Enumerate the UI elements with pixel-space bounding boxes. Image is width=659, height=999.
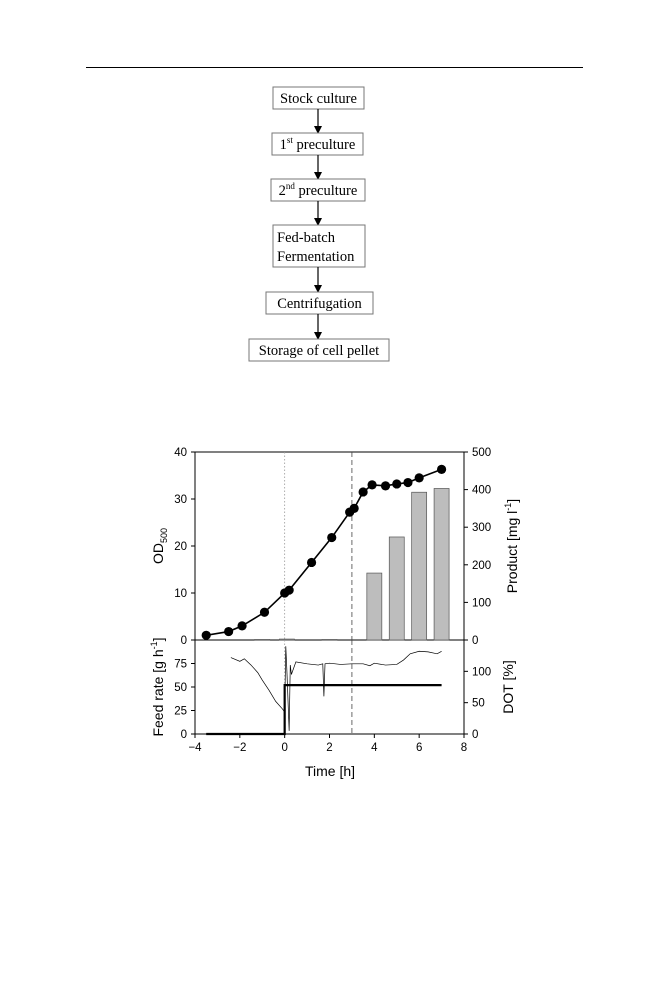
od500-point	[414, 473, 424, 483]
od500-point	[327, 532, 337, 543]
product-bar	[366, 572, 383, 641]
right-tick-label: 300	[472, 522, 491, 534]
product-bar	[321, 639, 338, 641]
od500-line	[206, 468, 442, 637]
flowchart: Stock culture 1st preculture 2nd precult…	[248, 86, 390, 362]
left-tick-label: 20	[174, 541, 187, 553]
od500-point	[367, 480, 377, 490]
x-tick-label: 0	[281, 742, 287, 754]
flow-step-fed-batch-fermentation: Fed-batch Fermentation	[272, 224, 366, 268]
left-tick-label: 0	[181, 635, 187, 647]
x-tick-label: 8	[461, 742, 467, 754]
left-tick-label: 25	[174, 706, 187, 718]
left-tick-label: 30	[174, 494, 187, 506]
right-tick-label: 500	[472, 447, 491, 459]
flow-step-label: Stock culture	[280, 91, 357, 107]
left-tick-label: 10	[174, 588, 187, 600]
product-bar	[411, 491, 428, 641]
left-tick-label: 75	[174, 659, 187, 671]
right-tick-label: 50	[472, 698, 485, 710]
od500-point	[224, 626, 234, 637]
product-bar	[433, 488, 450, 641]
bottom-panel-frame	[194, 639, 465, 735]
od500-point	[259, 607, 270, 617]
x-tick-label: 2	[326, 742, 332, 754]
x-tick-label: 6	[416, 742, 422, 754]
x-tick-label: −2	[233, 742, 246, 754]
od500-point	[306, 557, 317, 568]
flow-step-first-preculture: 1st preculture	[271, 132, 364, 156]
flow-step-label: Storage of cell pellet	[259, 343, 379, 359]
x-axis-label: Time [h]	[305, 763, 355, 779]
right-tick-label: 100	[472, 666, 491, 678]
product-bar	[254, 639, 271, 641]
flow-step-centrifugation: Centrifugation	[265, 291, 374, 315]
right-tick-label: 100	[472, 597, 491, 609]
top-left-axis-label: OD500	[150, 528, 169, 564]
header-rule	[86, 67, 583, 68]
od500-point	[392, 479, 402, 489]
top-right-axis-label: Product [mg l-1]	[503, 499, 520, 593]
feed-rate-line	[206, 684, 442, 736]
od500-point	[380, 481, 391, 491]
x-tick-label: −4	[188, 742, 202, 754]
right-tick-label: 200	[472, 560, 491, 572]
flow-step-label: 2nd preculture	[279, 181, 358, 199]
od500-point	[284, 585, 294, 595]
right-tick-label: 0	[472, 635, 478, 647]
left-tick-label: 40	[174, 447, 187, 459]
od500-point	[436, 464, 447, 474]
flow-step-label: 1st preculture	[280, 135, 356, 153]
flow-step-storage-of-cell-pellet: Storage of cell pellet	[248, 338, 390, 362]
x-tick-label: 4	[371, 742, 378, 754]
od500-point	[358, 487, 368, 497]
od500-point	[201, 630, 211, 640]
od500-point	[237, 621, 247, 631]
od500-point	[349, 503, 359, 513]
bottom-left-axis-label: Feed rate [g h-1]	[149, 637, 166, 736]
left-tick-label: 0	[181, 729, 187, 741]
right-tick-label: 0	[472, 729, 478, 741]
flow-step-stock-culture: Stock culture	[272, 86, 365, 110]
product-bar	[388, 536, 405, 641]
bottom-right-axis-label: DOT [%]	[500, 660, 516, 713]
flow-step-second-preculture: 2nd preculture	[270, 178, 366, 202]
dot-line	[230, 646, 442, 731]
flow-step-label: Fed-batch	[277, 230, 336, 246]
right-tick-label: 400	[472, 485, 491, 497]
left-tick-label: 50	[174, 682, 187, 694]
flow-step-label: Centrifugation	[277, 296, 362, 312]
bottom-panel: 0 25 50 75 0 50 100 −4 −2 0 2 4 6 8	[174, 640, 491, 754]
od500-point	[403, 477, 413, 488]
product-bar	[279, 638, 295, 641]
flow-step-label: Fermentation	[277, 249, 355, 265]
